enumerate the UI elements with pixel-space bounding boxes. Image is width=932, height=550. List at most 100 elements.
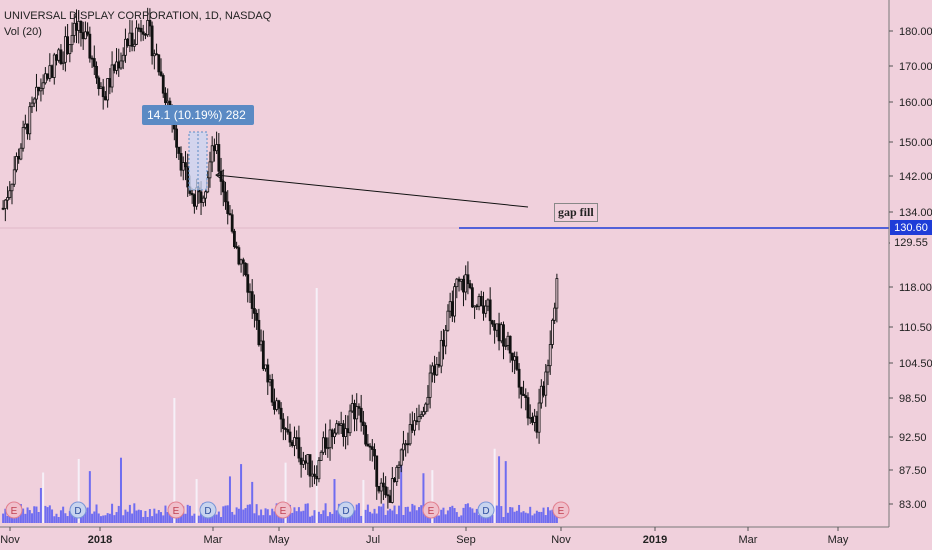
candle-body (41, 82, 45, 89)
volume-bar (409, 511, 412, 523)
candle-body (308, 454, 312, 477)
volume-bar (324, 503, 327, 523)
volume-bar (4, 508, 7, 523)
volume-bar (531, 515, 534, 523)
volume-bar (500, 506, 503, 523)
earnings-marker[interactable] (422, 501, 440, 519)
volume-bar (442, 507, 445, 523)
candle-body (175, 128, 178, 148)
candle-body (433, 365, 436, 376)
volume-bar (117, 505, 120, 523)
y-tick-label: 98.50 (899, 393, 927, 405)
volume-bar (313, 510, 316, 523)
volume-bar (104, 515, 107, 523)
volume-bar (244, 508, 247, 523)
x-tick-label: Mar (739, 534, 758, 546)
volume-bar (42, 472, 45, 523)
volume-bar (509, 507, 512, 523)
candle-body (121, 54, 125, 62)
dividend-marker[interactable] (199, 501, 217, 519)
candle-body (330, 429, 334, 438)
volume-bar (164, 505, 167, 523)
event-marker-label: D (74, 506, 81, 517)
x-tick-label: 2018 (88, 534, 112, 546)
earnings-marker[interactable] (167, 501, 185, 519)
volume-bar (128, 504, 131, 523)
volume-bar (182, 506, 185, 523)
volume-bar (322, 510, 325, 523)
dividend-marker[interactable] (69, 501, 87, 519)
volume-bar (357, 503, 360, 523)
candle-body (157, 54, 161, 73)
candle-body (430, 365, 434, 374)
candle-body (479, 296, 483, 307)
gap-fill-label[interactable]: gap fill (554, 203, 598, 222)
volume-bar (491, 514, 494, 523)
candle-body (353, 403, 356, 420)
volume-bar (88, 471, 91, 523)
volume-bar (404, 507, 407, 523)
candle-body (79, 20, 83, 33)
candle-body (266, 364, 270, 383)
candle-body (15, 156, 18, 171)
volume-bar (222, 506, 225, 523)
candle-body (470, 287, 474, 308)
volume-bar (489, 514, 492, 523)
dividend-marker[interactable] (337, 501, 355, 519)
earnings-marker[interactable] (552, 501, 570, 519)
volume-bar (431, 470, 434, 523)
candle-body (152, 53, 156, 57)
volume-bar (397, 505, 400, 523)
volume-bar (86, 507, 89, 523)
annotation-arrow-line[interactable] (215, 174, 529, 208)
price-axis[interactable]: 180.00 170.00 160.00 150.00 142.00 134.00 129.… (889, 26, 932, 511)
volume-bar (188, 505, 191, 523)
candle-body (32, 98, 36, 104)
candle-body (446, 310, 450, 331)
candle-body (141, 31, 145, 35)
candle-body (419, 414, 423, 417)
chart-legend: UNIVERSAL DISPLAY CORPORATION, 1D, NASDA… (4, 8, 271, 40)
measure-range[interactable] (188, 131, 208, 191)
y-tick-label: 160.00 (899, 97, 932, 109)
candle-body (290, 441, 294, 446)
candle-body (235, 246, 239, 249)
volume-bar (119, 457, 122, 523)
candle-body (355, 406, 359, 420)
volume-bar (197, 515, 200, 523)
x-tick-label: Mar (204, 534, 223, 546)
time-axis[interactable]: Nov 2018 Mar May Jul Sep Nov 2019 Mar May (0, 527, 849, 546)
volume-bar (253, 513, 256, 523)
candle-body (43, 73, 47, 84)
candle-body (499, 324, 503, 342)
volume-bar (458, 516, 461, 523)
volume-bar (160, 512, 163, 523)
candle-body (190, 193, 194, 196)
volume-bar (535, 510, 538, 523)
candle-body (88, 33, 92, 59)
volume-bar (171, 515, 174, 523)
earnings-marker[interactable] (274, 501, 292, 519)
candle-body (148, 20, 152, 27)
candle-body (406, 443, 410, 446)
volume-bar (97, 513, 100, 523)
volume-bar (233, 514, 236, 523)
candle-body (23, 123, 27, 128)
earnings-marker[interactable] (5, 501, 23, 519)
candle-body (475, 305, 479, 308)
volume-bar (471, 508, 474, 523)
candle-body (306, 454, 310, 464)
volume-bar (362, 479, 365, 523)
y-tick-label: 150.00 (899, 137, 932, 149)
candle-body (286, 429, 290, 433)
volume-bar (424, 512, 427, 523)
volume-bar (422, 473, 425, 523)
candle-body (17, 156, 21, 160)
candle-body (21, 127, 25, 149)
volume-bar (311, 515, 314, 523)
dividend-marker[interactable] (477, 501, 495, 519)
candle-body (8, 190, 12, 198)
volume-bar (133, 503, 136, 523)
candle-body (484, 305, 488, 314)
